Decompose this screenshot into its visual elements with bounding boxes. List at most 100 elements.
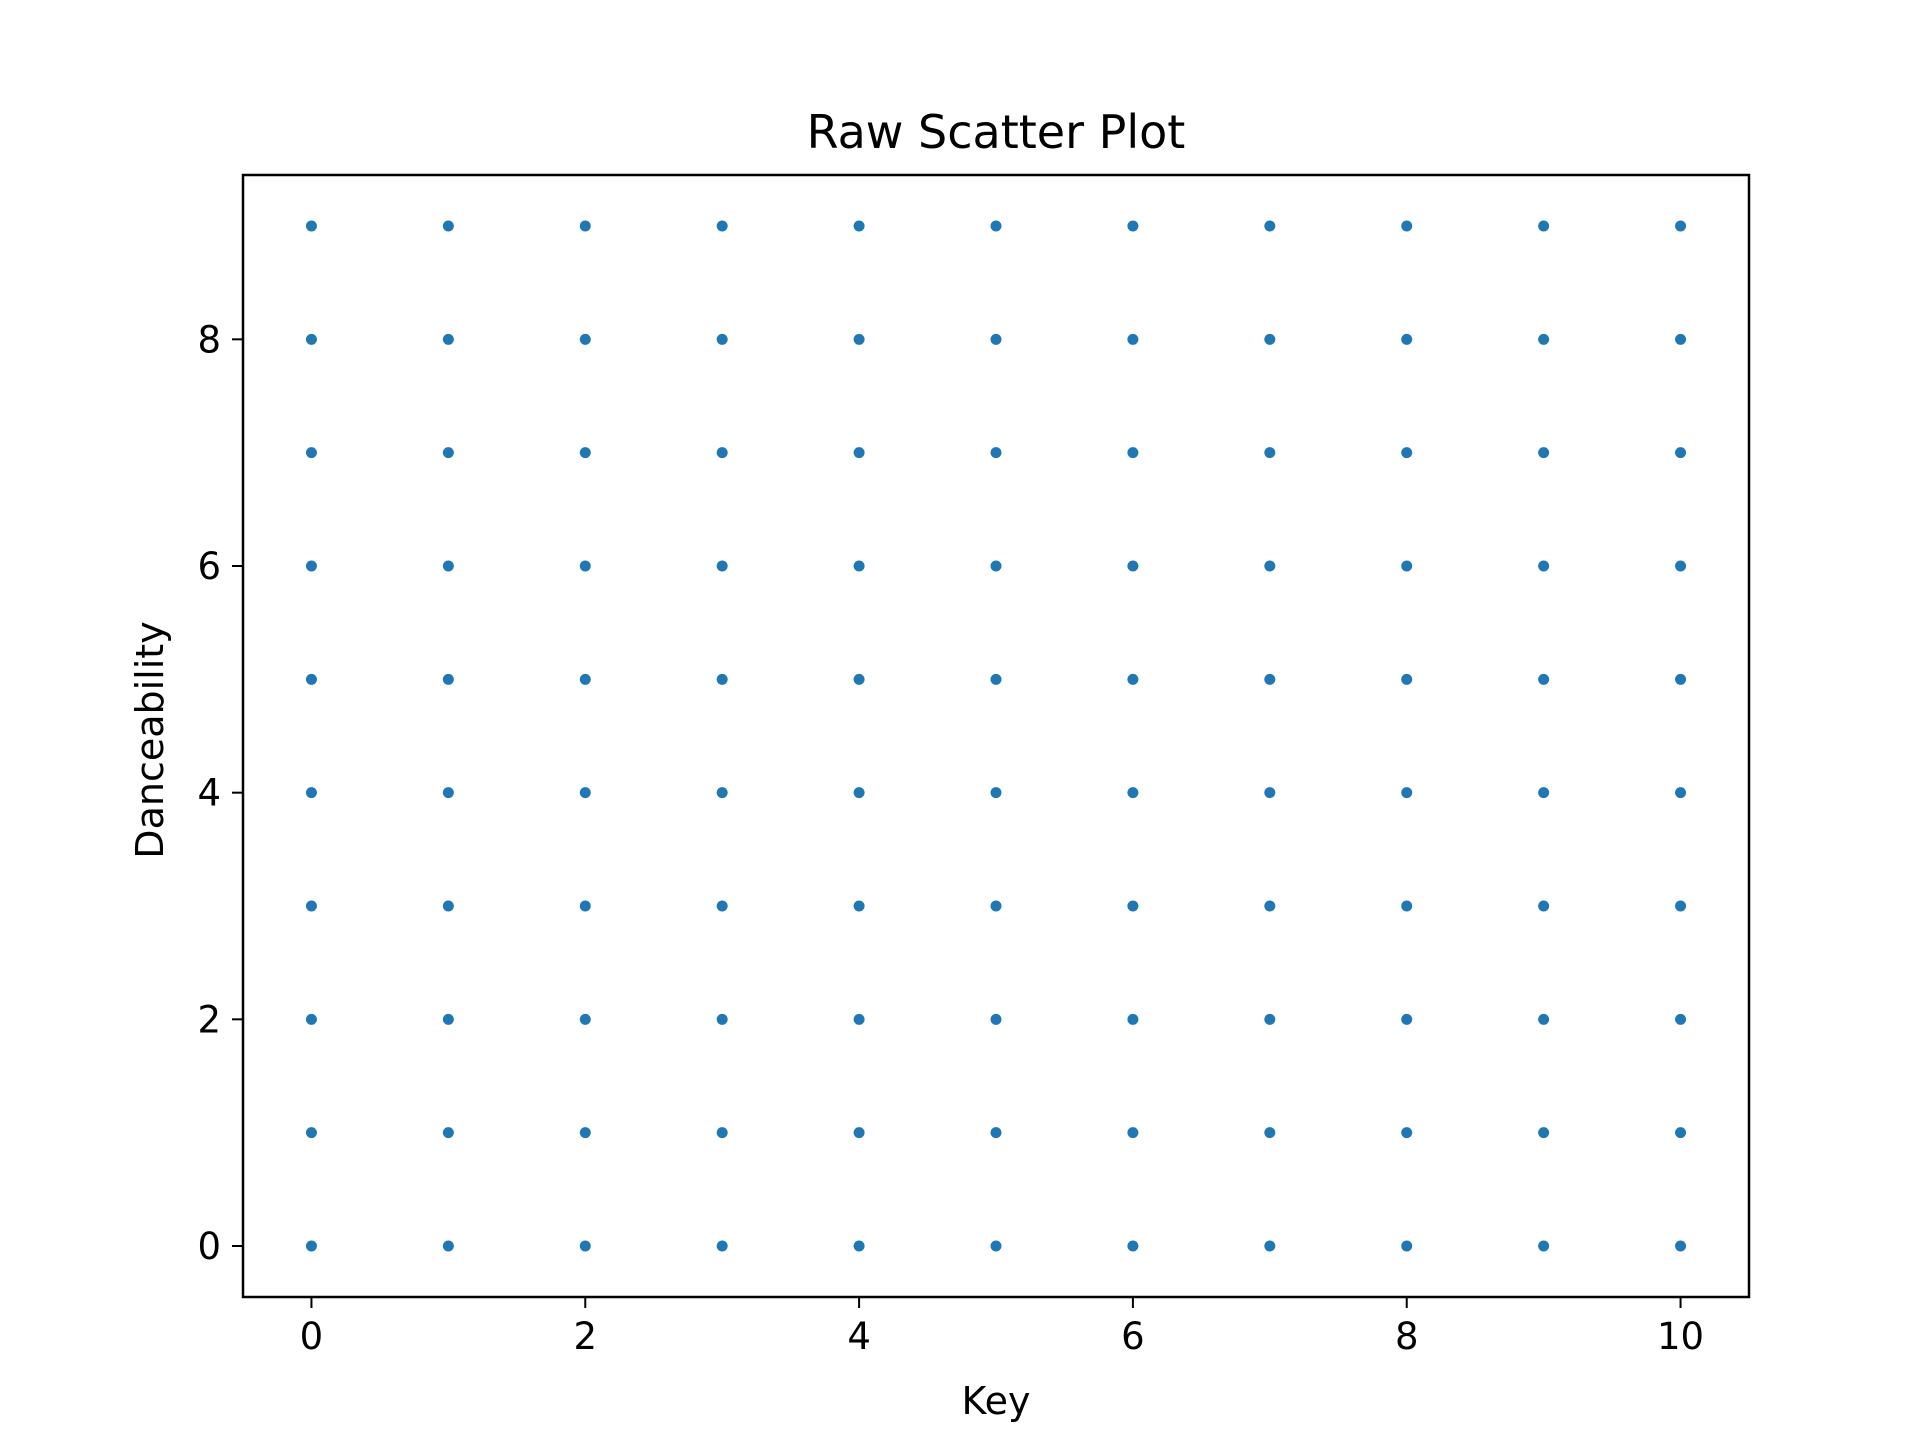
data-point [853,220,865,232]
data-point [305,1240,317,1252]
data-point [305,787,317,799]
data-point [1401,447,1413,459]
data-point [442,900,454,912]
data-point [442,673,454,685]
data-point [1127,560,1139,572]
data-point [579,673,591,685]
data-point [442,220,454,232]
x-axis-label: Key [962,1379,1031,1423]
data-point [1675,900,1687,912]
y-axis-ticks: 0 2 4 6 8 [197,318,243,1268]
data-point [853,787,865,799]
data-point [853,333,865,345]
data-point [1401,333,1413,345]
data-point [579,333,591,345]
data-point [579,787,591,799]
data-point [1401,673,1413,685]
data-point [305,1013,317,1025]
y-axis-label: Danceability [128,621,172,858]
x-tick-label: 8 [1395,1315,1419,1358]
data-point [1264,1240,1276,1252]
data-point [305,447,317,459]
data-point [853,447,865,459]
data-point [1401,900,1413,912]
data-point [579,900,591,912]
data-point [1264,1127,1276,1139]
data-point [305,673,317,685]
x-tick-label: 0 [300,1315,324,1358]
data-point [716,787,728,799]
data-point [1538,673,1550,685]
x-tick-label: 6 [1121,1315,1145,1358]
data-point [1675,220,1687,232]
data-point [1675,560,1687,572]
data-point [1538,333,1550,345]
data-point [1538,1240,1550,1252]
data-point [1264,1013,1276,1025]
data-point [1401,560,1413,572]
data-point [1264,787,1276,799]
x-axis-ticks: 0 2 4 6 8 10 [300,1297,1704,1358]
data-point [990,787,1002,799]
data-points [305,220,1687,1252]
data-point [1675,787,1687,799]
y-tick-label: 6 [197,545,221,588]
data-point [853,1127,865,1139]
y-tick-label: 2 [197,998,221,1041]
data-point [1127,1240,1139,1252]
data-point [853,673,865,685]
data-point [1538,220,1550,232]
data-point [305,220,317,232]
data-point [1675,1127,1687,1139]
data-point [716,1013,728,1025]
data-point [716,673,728,685]
data-point [1675,673,1687,685]
data-point [1127,673,1139,685]
data-point [442,560,454,572]
data-point [990,220,1002,232]
data-point [1127,333,1139,345]
data-point [1264,220,1276,232]
data-point [1127,900,1139,912]
data-point [579,1127,591,1139]
data-point [1264,673,1276,685]
data-point [716,900,728,912]
data-point [1264,447,1276,459]
data-point [990,673,1002,685]
data-point [716,447,728,459]
data-point [305,1127,317,1139]
data-point [579,220,591,232]
data-point [1675,1240,1687,1252]
data-point [1127,1127,1139,1139]
data-point [1675,333,1687,345]
x-tick-label: 10 [1657,1315,1704,1358]
plot-area-frame [241,173,1751,1299]
data-point [990,900,1002,912]
data-point [1127,447,1139,459]
data-point [716,1127,728,1139]
data-point [990,1127,1002,1139]
data-point [579,1240,591,1252]
data-point [442,1240,454,1252]
data-point [1264,333,1276,345]
data-point [305,560,317,572]
chart-title: Raw Scatter Plot [807,105,1186,159]
data-point [1675,1013,1687,1025]
data-point [990,333,1002,345]
data-point [579,447,591,459]
data-point [853,1240,865,1252]
data-point [1127,1013,1139,1025]
data-point [1675,447,1687,459]
data-point [442,333,454,345]
data-point [442,447,454,459]
data-point [716,560,728,572]
data-point [716,220,728,232]
data-point [1401,787,1413,799]
data-point [853,560,865,572]
data-point [990,560,1002,572]
data-point [1401,220,1413,232]
data-point [442,1013,454,1025]
data-point [442,1127,454,1139]
data-point [579,1013,591,1025]
